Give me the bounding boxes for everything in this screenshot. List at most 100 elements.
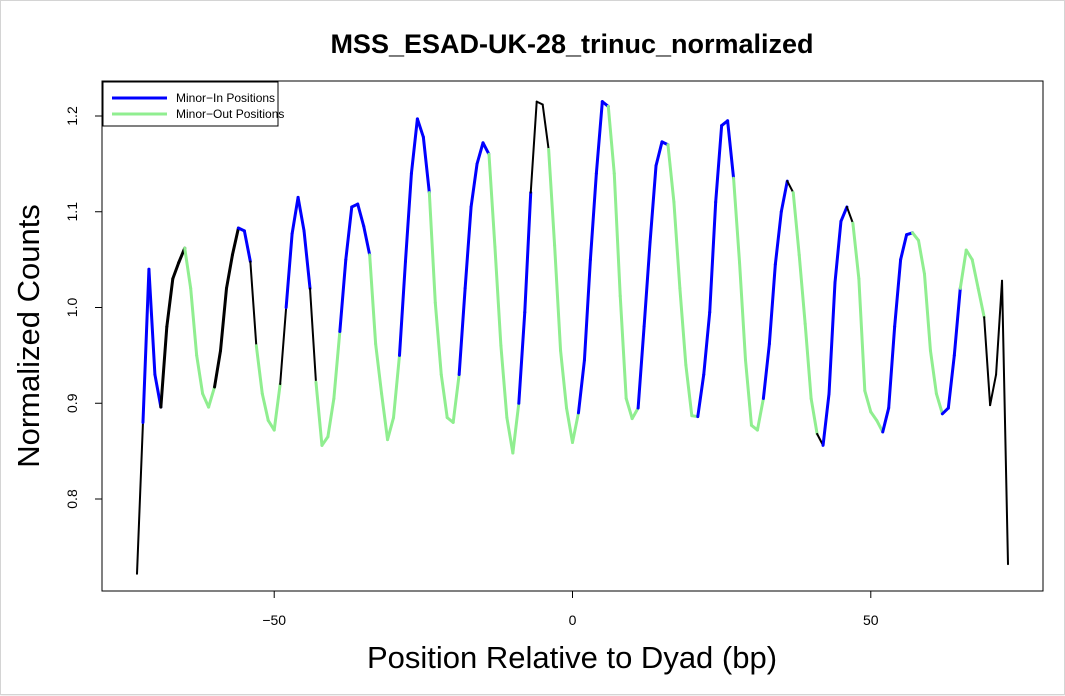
series-segment-minor-out: [332, 329, 342, 400]
series-segment-minor-out: [427, 191, 437, 305]
series-segment-other: [230, 226, 240, 257]
series-segment-minor-in: [594, 100, 604, 175]
series-segment-minor-out: [857, 277, 867, 393]
series-segment-minor-out: [684, 363, 694, 418]
series-segment-minor-out: [928, 349, 938, 396]
series-segment-minor-in: [839, 205, 849, 223]
series-segment-minor-in: [290, 195, 300, 236]
series-segment-minor-out: [392, 353, 401, 420]
series-segment-minor-in: [576, 358, 586, 415]
series-segment-minor-in: [952, 286, 962, 357]
series-segment-minor-out: [976, 286, 986, 319]
series-segment-other: [171, 261, 181, 281]
x-axis: −50 0 50: [262, 591, 879, 628]
series-segment-minor-in: [642, 240, 652, 329]
series-segment-other: [165, 277, 175, 329]
series-segment-other: [845, 205, 854, 225]
series-segment-other: [529, 100, 538, 194]
series-segment-minor-out: [559, 349, 569, 410]
series-segment-other: [1001, 279, 1009, 566]
series-segment-other: [989, 373, 998, 407]
series-segment-minor-out: [672, 200, 682, 290]
series-segment-minor-in: [821, 392, 831, 447]
series-segment-minor-out: [487, 152, 497, 249]
y-axis: 0.8 0.9 1.0 1.1 1.2: [64, 106, 102, 509]
series-segment-other: [541, 103, 550, 151]
series-segment-minor-in: [362, 224, 372, 257]
x-tick-label: 50: [863, 612, 879, 628]
series-segment-minor-out: [553, 243, 563, 353]
series-segment-minor-out: [505, 416, 515, 455]
series-segment-minor-in: [141, 267, 151, 424]
plot-area: [101, 80, 1044, 592]
series-segment-minor-out: [911, 231, 921, 242]
legend-label-minor-out: Minor−Out Positions: [176, 107, 284, 121]
legend: Minor−In Positions Minor−Out Positions: [102, 81, 284, 127]
series-segment-minor-out: [254, 344, 264, 396]
series-segment-minor-in: [415, 117, 425, 139]
series-segment-minor-out: [571, 411, 580, 445]
series-segment-minor-in: [702, 310, 712, 377]
series-segment-other: [983, 316, 992, 407]
series-segment-minor-out: [612, 171, 622, 298]
series-segment-minor-out: [183, 246, 193, 290]
series-segment-minor-out: [755, 396, 765, 432]
series-segment-minor-in: [469, 162, 479, 209]
series-segment-minor-out: [320, 435, 330, 447]
series-segment-minor-in: [636, 325, 646, 410]
series-segment-other: [786, 180, 795, 194]
y-tick-label: 1.1: [64, 202, 80, 222]
series-segment-minor-in: [284, 232, 294, 309]
series-segment-other: [309, 287, 317, 384]
series-segment-minor-out: [678, 286, 688, 367]
series-segment-minor-out: [964, 248, 974, 262]
series-segment-minor-out: [738, 261, 748, 362]
series-segment-other: [535, 100, 544, 106]
series-segment-minor-out: [797, 253, 807, 326]
series-segment-other: [213, 349, 223, 389]
series-segment-other: [279, 306, 288, 386]
series-segment-minor-in: [403, 171, 413, 264]
series-segment-minor-in: [475, 141, 485, 166]
series-segment-minor-out: [201, 392, 211, 409]
series-segment-minor-in: [302, 229, 312, 290]
series-segment-other: [249, 260, 258, 347]
series-segment-minor-out: [326, 396, 336, 439]
legend-box: [102, 81, 279, 127]
series-segment-minor-in: [523, 191, 533, 314]
series-segment-minor-in: [296, 195, 306, 233]
series-segment-minor-out: [863, 389, 873, 414]
series-segment-minor-in: [147, 267, 157, 377]
series-segment-other: [995, 279, 1004, 376]
series-segment-minor-in: [356, 202, 366, 228]
series-segment-minor-out: [851, 221, 861, 281]
series-segment-minor-out: [499, 344, 509, 420]
series-segment-minor-out: [433, 301, 443, 377]
series-segment-minor-in: [588, 171, 598, 262]
series-segment-minor-in: [893, 258, 903, 329]
legend-label-minor-in: Minor−In Positions: [176, 91, 275, 105]
series-segment-minor-out: [606, 104, 616, 175]
series-segment-minor-out: [272, 382, 282, 432]
series-segment-minor-in: [421, 135, 431, 195]
series-segment-minor-out: [380, 392, 390, 442]
series-segment-minor-out: [511, 401, 521, 455]
series-segment-minor-in: [779, 179, 789, 214]
series-segment-minor-out: [744, 358, 753, 427]
series-segment-minor-out: [917, 238, 926, 276]
series-segment-minor-in: [708, 200, 718, 314]
series-segment-minor-out: [368, 253, 378, 346]
y-tick-label: 1.0: [64, 298, 80, 318]
series-segment-minor-out: [618, 294, 628, 400]
y-tick-label: 0.9: [64, 393, 80, 413]
series-segment-minor-out: [934, 392, 944, 416]
series-segment-minor-in: [517, 310, 527, 405]
series-segment-minor-out: [809, 396, 819, 436]
series-segment-minor-in: [409, 117, 419, 175]
series-segment-minor-out: [624, 396, 634, 421]
series-segment-minor-in: [654, 140, 664, 168]
series-segment-minor-in: [767, 262, 777, 346]
series-segment-minor-out: [565, 406, 574, 445]
series-segment-minor-in: [696, 373, 706, 419]
